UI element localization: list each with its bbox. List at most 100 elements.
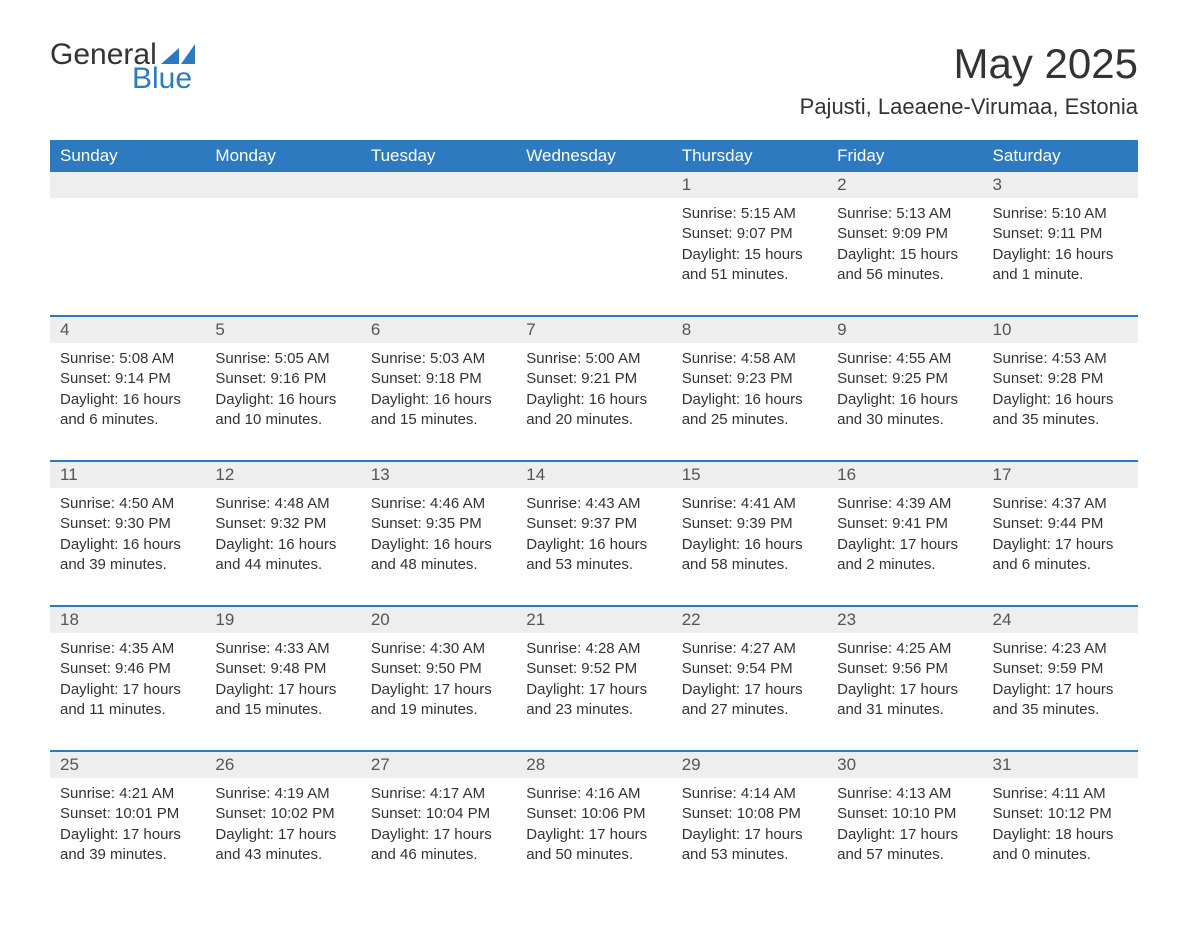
calendar-week-row: 11Sunrise: 4:50 AMSunset: 9:30 PMDayligh…: [50, 461, 1138, 606]
day-details: Sunrise: 4:58 AMSunset: 9:23 PMDaylight:…: [672, 343, 827, 460]
day-number: 8: [672, 317, 827, 343]
daylight-line: Daylight: 17 hours and 6 minutes.: [993, 535, 1128, 576]
day-number: 21: [516, 607, 671, 633]
sunrise-line: Sunrise: 4:16 AM: [526, 784, 661, 804]
sunset-line: Sunset: 9:30 PM: [60, 514, 195, 534]
calendar-cell: 28Sunrise: 4:16 AMSunset: 10:06 PMDaylig…: [516, 751, 671, 895]
daylight-line: Daylight: 17 hours and 31 minutes.: [837, 680, 972, 721]
day-details: Sunrise: 5:08 AMSunset: 9:14 PMDaylight:…: [50, 343, 205, 460]
calendar-cell: 20Sunrise: 4:30 AMSunset: 9:50 PMDayligh…: [361, 606, 516, 751]
calendar-cell: 12Sunrise: 4:48 AMSunset: 9:32 PMDayligh…: [205, 461, 360, 606]
calendar-cell: 1Sunrise: 5:15 AMSunset: 9:07 PMDaylight…: [672, 172, 827, 316]
daylight-line: Daylight: 17 hours and 27 minutes.: [682, 680, 817, 721]
calendar-cell: 29Sunrise: 4:14 AMSunset: 10:08 PMDaylig…: [672, 751, 827, 895]
title-block: May 2025 Pajusti, Laeaene-Virumaa, Eston…: [800, 40, 1138, 120]
sunrise-line: Sunrise: 4:35 AM: [60, 639, 195, 659]
daylight-line: Daylight: 17 hours and 39 minutes.: [60, 825, 195, 866]
day-number: 31: [983, 752, 1138, 778]
sunset-line: Sunset: 9:09 PM: [837, 224, 972, 244]
logo-text-blue: Blue: [132, 64, 195, 94]
day-number: 15: [672, 462, 827, 488]
calendar-cell: 11Sunrise: 4:50 AMSunset: 9:30 PMDayligh…: [50, 461, 205, 606]
sunrise-line: Sunrise: 5:13 AM: [837, 204, 972, 224]
day-details: Sunrise: 4:55 AMSunset: 9:25 PMDaylight:…: [827, 343, 982, 460]
empty-day-body: [205, 198, 360, 298]
day-details: Sunrise: 4:41 AMSunset: 9:39 PMDaylight:…: [672, 488, 827, 605]
day-details: Sunrise: 4:27 AMSunset: 9:54 PMDaylight:…: [672, 633, 827, 750]
calendar-cell: 3Sunrise: 5:10 AMSunset: 9:11 PMDaylight…: [983, 172, 1138, 316]
calendar-cell: 9Sunrise: 4:55 AMSunset: 9:25 PMDaylight…: [827, 316, 982, 461]
day-number: 9: [827, 317, 982, 343]
sunrise-line: Sunrise: 4:50 AM: [60, 494, 195, 514]
sunrise-line: Sunrise: 4:27 AM: [682, 639, 817, 659]
day-number: 3: [983, 172, 1138, 198]
sunset-line: Sunset: 9:37 PM: [526, 514, 661, 534]
day-number: 13: [361, 462, 516, 488]
location-text: Pajusti, Laeaene-Virumaa, Estonia: [800, 94, 1138, 120]
sunrise-line: Sunrise: 4:21 AM: [60, 784, 195, 804]
sunset-line: Sunset: 9:11 PM: [993, 224, 1128, 244]
sunrise-line: Sunrise: 5:03 AM: [371, 349, 506, 369]
sunrise-line: Sunrise: 4:58 AM: [682, 349, 817, 369]
weekday-header: Thursday: [672, 140, 827, 172]
empty-day-header: [361, 172, 516, 198]
daylight-line: Daylight: 16 hours and 35 minutes.: [993, 390, 1128, 431]
sunrise-line: Sunrise: 5:00 AM: [526, 349, 661, 369]
daylight-line: Daylight: 17 hours and 2 minutes.: [837, 535, 972, 576]
calendar-table: SundayMondayTuesdayWednesdayThursdayFrid…: [50, 140, 1138, 895]
day-details: Sunrise: 4:16 AMSunset: 10:06 PMDaylight…: [516, 778, 671, 895]
day-number: 20: [361, 607, 516, 633]
calendar-cell: 19Sunrise: 4:33 AMSunset: 9:48 PMDayligh…: [205, 606, 360, 751]
calendar-cell: [516, 172, 671, 316]
daylight-line: Daylight: 17 hours and 19 minutes.: [371, 680, 506, 721]
sunrise-line: Sunrise: 4:23 AM: [993, 639, 1128, 659]
month-title: May 2025: [800, 40, 1138, 88]
calendar-cell: 2Sunrise: 5:13 AMSunset: 9:09 PMDaylight…: [827, 172, 982, 316]
sunrise-line: Sunrise: 4:25 AM: [837, 639, 972, 659]
sunset-line: Sunset: 9:16 PM: [215, 369, 350, 389]
day-number: 28: [516, 752, 671, 778]
day-number: 12: [205, 462, 360, 488]
daylight-line: Daylight: 18 hours and 0 minutes.: [993, 825, 1128, 866]
daylight-line: Daylight: 17 hours and 15 minutes.: [215, 680, 350, 721]
sunrise-line: Sunrise: 4:41 AM: [682, 494, 817, 514]
sunset-line: Sunset: 9:56 PM: [837, 659, 972, 679]
sunset-line: Sunset: 9:18 PM: [371, 369, 506, 389]
sunrise-line: Sunrise: 4:30 AM: [371, 639, 506, 659]
calendar-cell: 21Sunrise: 4:28 AMSunset: 9:52 PMDayligh…: [516, 606, 671, 751]
weekday-header: Tuesday: [361, 140, 516, 172]
calendar-cell: 7Sunrise: 5:00 AMSunset: 9:21 PMDaylight…: [516, 316, 671, 461]
sunrise-line: Sunrise: 4:43 AM: [526, 494, 661, 514]
weekday-header: Wednesday: [516, 140, 671, 172]
daylight-line: Daylight: 17 hours and 53 minutes.: [682, 825, 817, 866]
sunset-line: Sunset: 9:41 PM: [837, 514, 972, 534]
day-details: Sunrise: 4:11 AMSunset: 10:12 PMDaylight…: [983, 778, 1138, 895]
daylight-line: Daylight: 17 hours and 11 minutes.: [60, 680, 195, 721]
day-number: 4: [50, 317, 205, 343]
day-number: 18: [50, 607, 205, 633]
weekday-header: Saturday: [983, 140, 1138, 172]
sunset-line: Sunset: 10:10 PM: [837, 804, 972, 824]
daylight-line: Daylight: 16 hours and 48 minutes.: [371, 535, 506, 576]
calendar-cell: 15Sunrise: 4:41 AMSunset: 9:39 PMDayligh…: [672, 461, 827, 606]
calendar-cell: 13 Sunrise: 4:46 AMSunset: 9:35 PMDayligh…: [361, 461, 516, 606]
calendar-cell: 18Sunrise: 4:35 AMSunset: 9:46 PMDayligh…: [50, 606, 205, 751]
day-number: 10: [983, 317, 1138, 343]
calendar-cell: 31Sunrise: 4:11 AMSunset: 10:12 PMDaylig…: [983, 751, 1138, 895]
sunset-line: Sunset: 9:35 PM: [371, 514, 506, 534]
sunrise-line: Sunrise: 4:53 AM: [993, 349, 1128, 369]
day-details: Sunrise: 5:03 AMSunset: 9:18 PMDaylight:…: [361, 343, 516, 460]
daylight-line: Daylight: 17 hours and 23 minutes.: [526, 680, 661, 721]
sunrise-line: Sunrise: 4:28 AM: [526, 639, 661, 659]
sunset-line: Sunset: 9:59 PM: [993, 659, 1128, 679]
daylight-line: Daylight: 17 hours and 43 minutes.: [215, 825, 350, 866]
sunset-line: Sunset: 10:06 PM: [526, 804, 661, 824]
day-details: Sunrise: 4:23 AMSunset: 9:59 PMDaylight:…: [983, 633, 1138, 750]
daylight-line: Daylight: 17 hours and 50 minutes.: [526, 825, 661, 866]
sunrise-line: Sunrise: 5:15 AM: [682, 204, 817, 224]
day-number: 1: [672, 172, 827, 198]
day-number: 14: [516, 462, 671, 488]
calendar-cell: 23Sunrise: 4:25 AMSunset: 9:56 PMDayligh…: [827, 606, 982, 751]
sunrise-line: Sunrise: 4:17 AM: [371, 784, 506, 804]
sunrise-line: Sunrise: 4:46 AM: [371, 494, 506, 514]
